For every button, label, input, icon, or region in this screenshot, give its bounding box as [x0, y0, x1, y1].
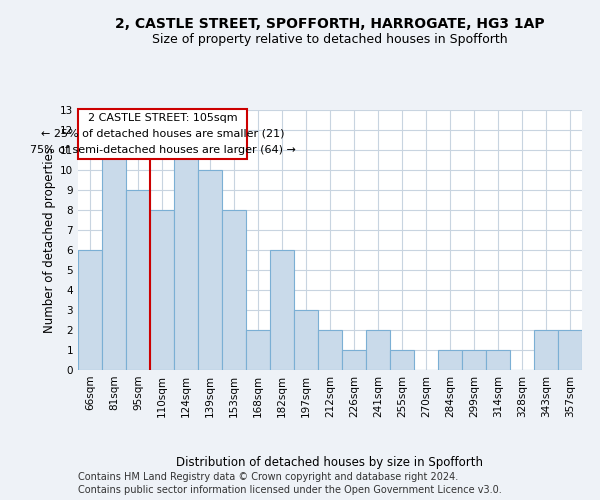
Y-axis label: Number of detached properties: Number of detached properties	[43, 147, 56, 333]
Bar	[294, 310, 318, 370]
Bar	[558, 330, 582, 370]
Bar	[150, 210, 174, 370]
Bar	[246, 330, 270, 370]
Text: 2, CASTLE STREET, SPOFFORTH, HARROGATE, HG3 1AP: 2, CASTLE STREET, SPOFFORTH, HARROGATE, …	[115, 18, 545, 32]
Bar	[102, 150, 126, 370]
Bar	[390, 350, 414, 370]
Bar	[342, 350, 366, 370]
Bar	[78, 250, 102, 370]
Bar	[318, 330, 342, 370]
Text: 2 CASTLE STREET: 105sqm
← 25% of detached houses are smaller (21)
75% of semi-de: 2 CASTLE STREET: 105sqm ← 25% of detache…	[30, 114, 296, 154]
Bar	[366, 330, 390, 370]
Text: Contains public sector information licensed under the Open Government Licence v3: Contains public sector information licen…	[78, 485, 502, 495]
Bar	[126, 190, 150, 370]
Bar	[270, 250, 294, 370]
Text: Size of property relative to detached houses in Spofforth: Size of property relative to detached ho…	[152, 32, 508, 46]
X-axis label: Distribution of detached houses by size in Spofforth: Distribution of detached houses by size …	[176, 456, 484, 469]
FancyBboxPatch shape	[79, 109, 247, 159]
Bar	[438, 350, 462, 370]
Bar	[462, 350, 486, 370]
Text: Contains HM Land Registry data © Crown copyright and database right 2024.: Contains HM Land Registry data © Crown c…	[78, 472, 458, 482]
Bar	[174, 150, 198, 370]
Bar	[222, 210, 246, 370]
Bar	[486, 350, 510, 370]
Bar	[198, 170, 222, 370]
Bar	[534, 330, 558, 370]
